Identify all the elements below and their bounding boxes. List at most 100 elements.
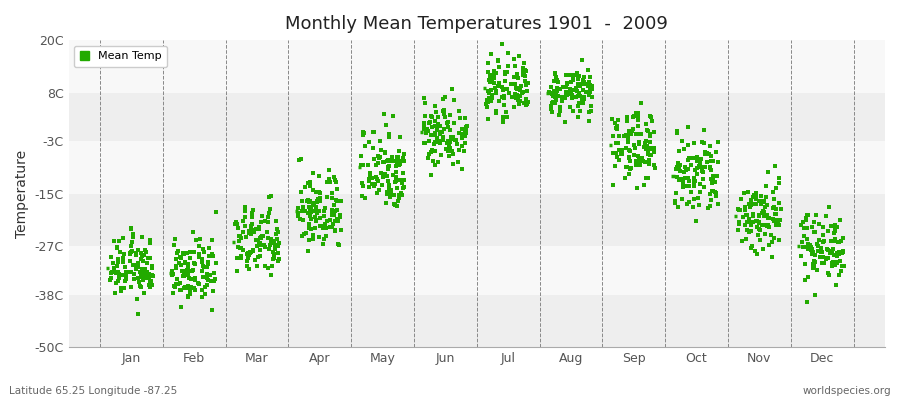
Point <box>814 249 828 255</box>
Point <box>687 176 701 182</box>
Point <box>361 162 375 168</box>
Point <box>323 224 338 230</box>
Point <box>392 154 406 161</box>
Point <box>380 172 394 179</box>
Point <box>396 170 410 176</box>
Point <box>293 155 308 162</box>
Point <box>623 157 637 164</box>
Point <box>302 179 316 186</box>
Bar <box>68 93 885 141</box>
Point <box>440 138 454 144</box>
Point <box>183 268 197 274</box>
Point <box>429 136 444 142</box>
Point <box>433 122 447 129</box>
Point <box>168 256 183 262</box>
Point <box>804 247 818 254</box>
Point <box>800 236 814 242</box>
Point <box>166 268 180 275</box>
Point <box>507 56 521 62</box>
Point <box>570 70 584 76</box>
Point <box>518 96 533 102</box>
Point <box>428 148 442 155</box>
Point <box>138 266 152 272</box>
Point <box>670 127 684 134</box>
Point <box>828 222 842 228</box>
Point <box>761 222 776 228</box>
Point <box>487 75 501 82</box>
Point <box>553 86 567 93</box>
Point <box>295 207 310 214</box>
Point <box>207 278 221 284</box>
Point <box>509 86 524 92</box>
Point <box>806 265 820 271</box>
Point <box>302 224 316 231</box>
Point <box>770 206 784 212</box>
Point <box>674 176 688 182</box>
Point <box>355 180 369 186</box>
Point <box>582 109 597 115</box>
Point <box>833 268 848 274</box>
Point <box>632 160 646 166</box>
Point <box>272 256 286 262</box>
Point <box>177 272 192 278</box>
Point <box>555 98 570 104</box>
Point <box>513 98 527 104</box>
Point <box>752 198 766 204</box>
Point <box>768 162 782 169</box>
Point <box>755 222 770 228</box>
Point <box>142 284 157 290</box>
Point <box>481 60 495 66</box>
Point <box>513 92 527 99</box>
Point <box>458 126 473 133</box>
Point <box>639 159 653 166</box>
Point <box>390 203 404 209</box>
Point <box>266 249 280 256</box>
Point <box>700 150 715 156</box>
Point <box>832 239 846 245</box>
Point <box>453 115 467 121</box>
Point <box>364 175 379 181</box>
Point <box>244 231 258 238</box>
Point <box>310 218 324 224</box>
Point <box>518 78 532 84</box>
Point <box>310 210 324 216</box>
Point <box>828 238 842 244</box>
Point <box>178 260 193 266</box>
Point <box>251 254 266 260</box>
Point <box>547 71 562 78</box>
Point <box>633 162 647 168</box>
Point <box>752 220 767 226</box>
Point <box>129 266 143 272</box>
Point <box>569 94 583 100</box>
Point <box>688 218 703 224</box>
Point <box>626 142 641 148</box>
Point <box>184 275 198 282</box>
Point <box>690 153 705 160</box>
Point <box>682 183 697 189</box>
Point <box>264 236 278 242</box>
Point <box>328 226 342 233</box>
Point <box>200 275 214 282</box>
Point <box>445 136 459 142</box>
Point <box>301 198 315 204</box>
Point <box>389 174 403 180</box>
Point <box>458 130 473 136</box>
Point <box>483 87 498 93</box>
Point <box>753 200 768 207</box>
Point <box>746 219 760 225</box>
Point <box>144 272 158 279</box>
Point <box>242 266 256 272</box>
Point <box>759 182 773 189</box>
Point <box>119 276 133 282</box>
Point <box>771 180 786 186</box>
Point <box>390 154 404 161</box>
Point <box>688 178 702 185</box>
Point <box>543 90 557 96</box>
Point <box>262 210 276 216</box>
Point <box>826 259 841 265</box>
Point <box>643 139 657 145</box>
Point <box>571 102 585 109</box>
Point <box>746 194 760 200</box>
Point <box>548 94 562 100</box>
Point <box>441 119 455 125</box>
